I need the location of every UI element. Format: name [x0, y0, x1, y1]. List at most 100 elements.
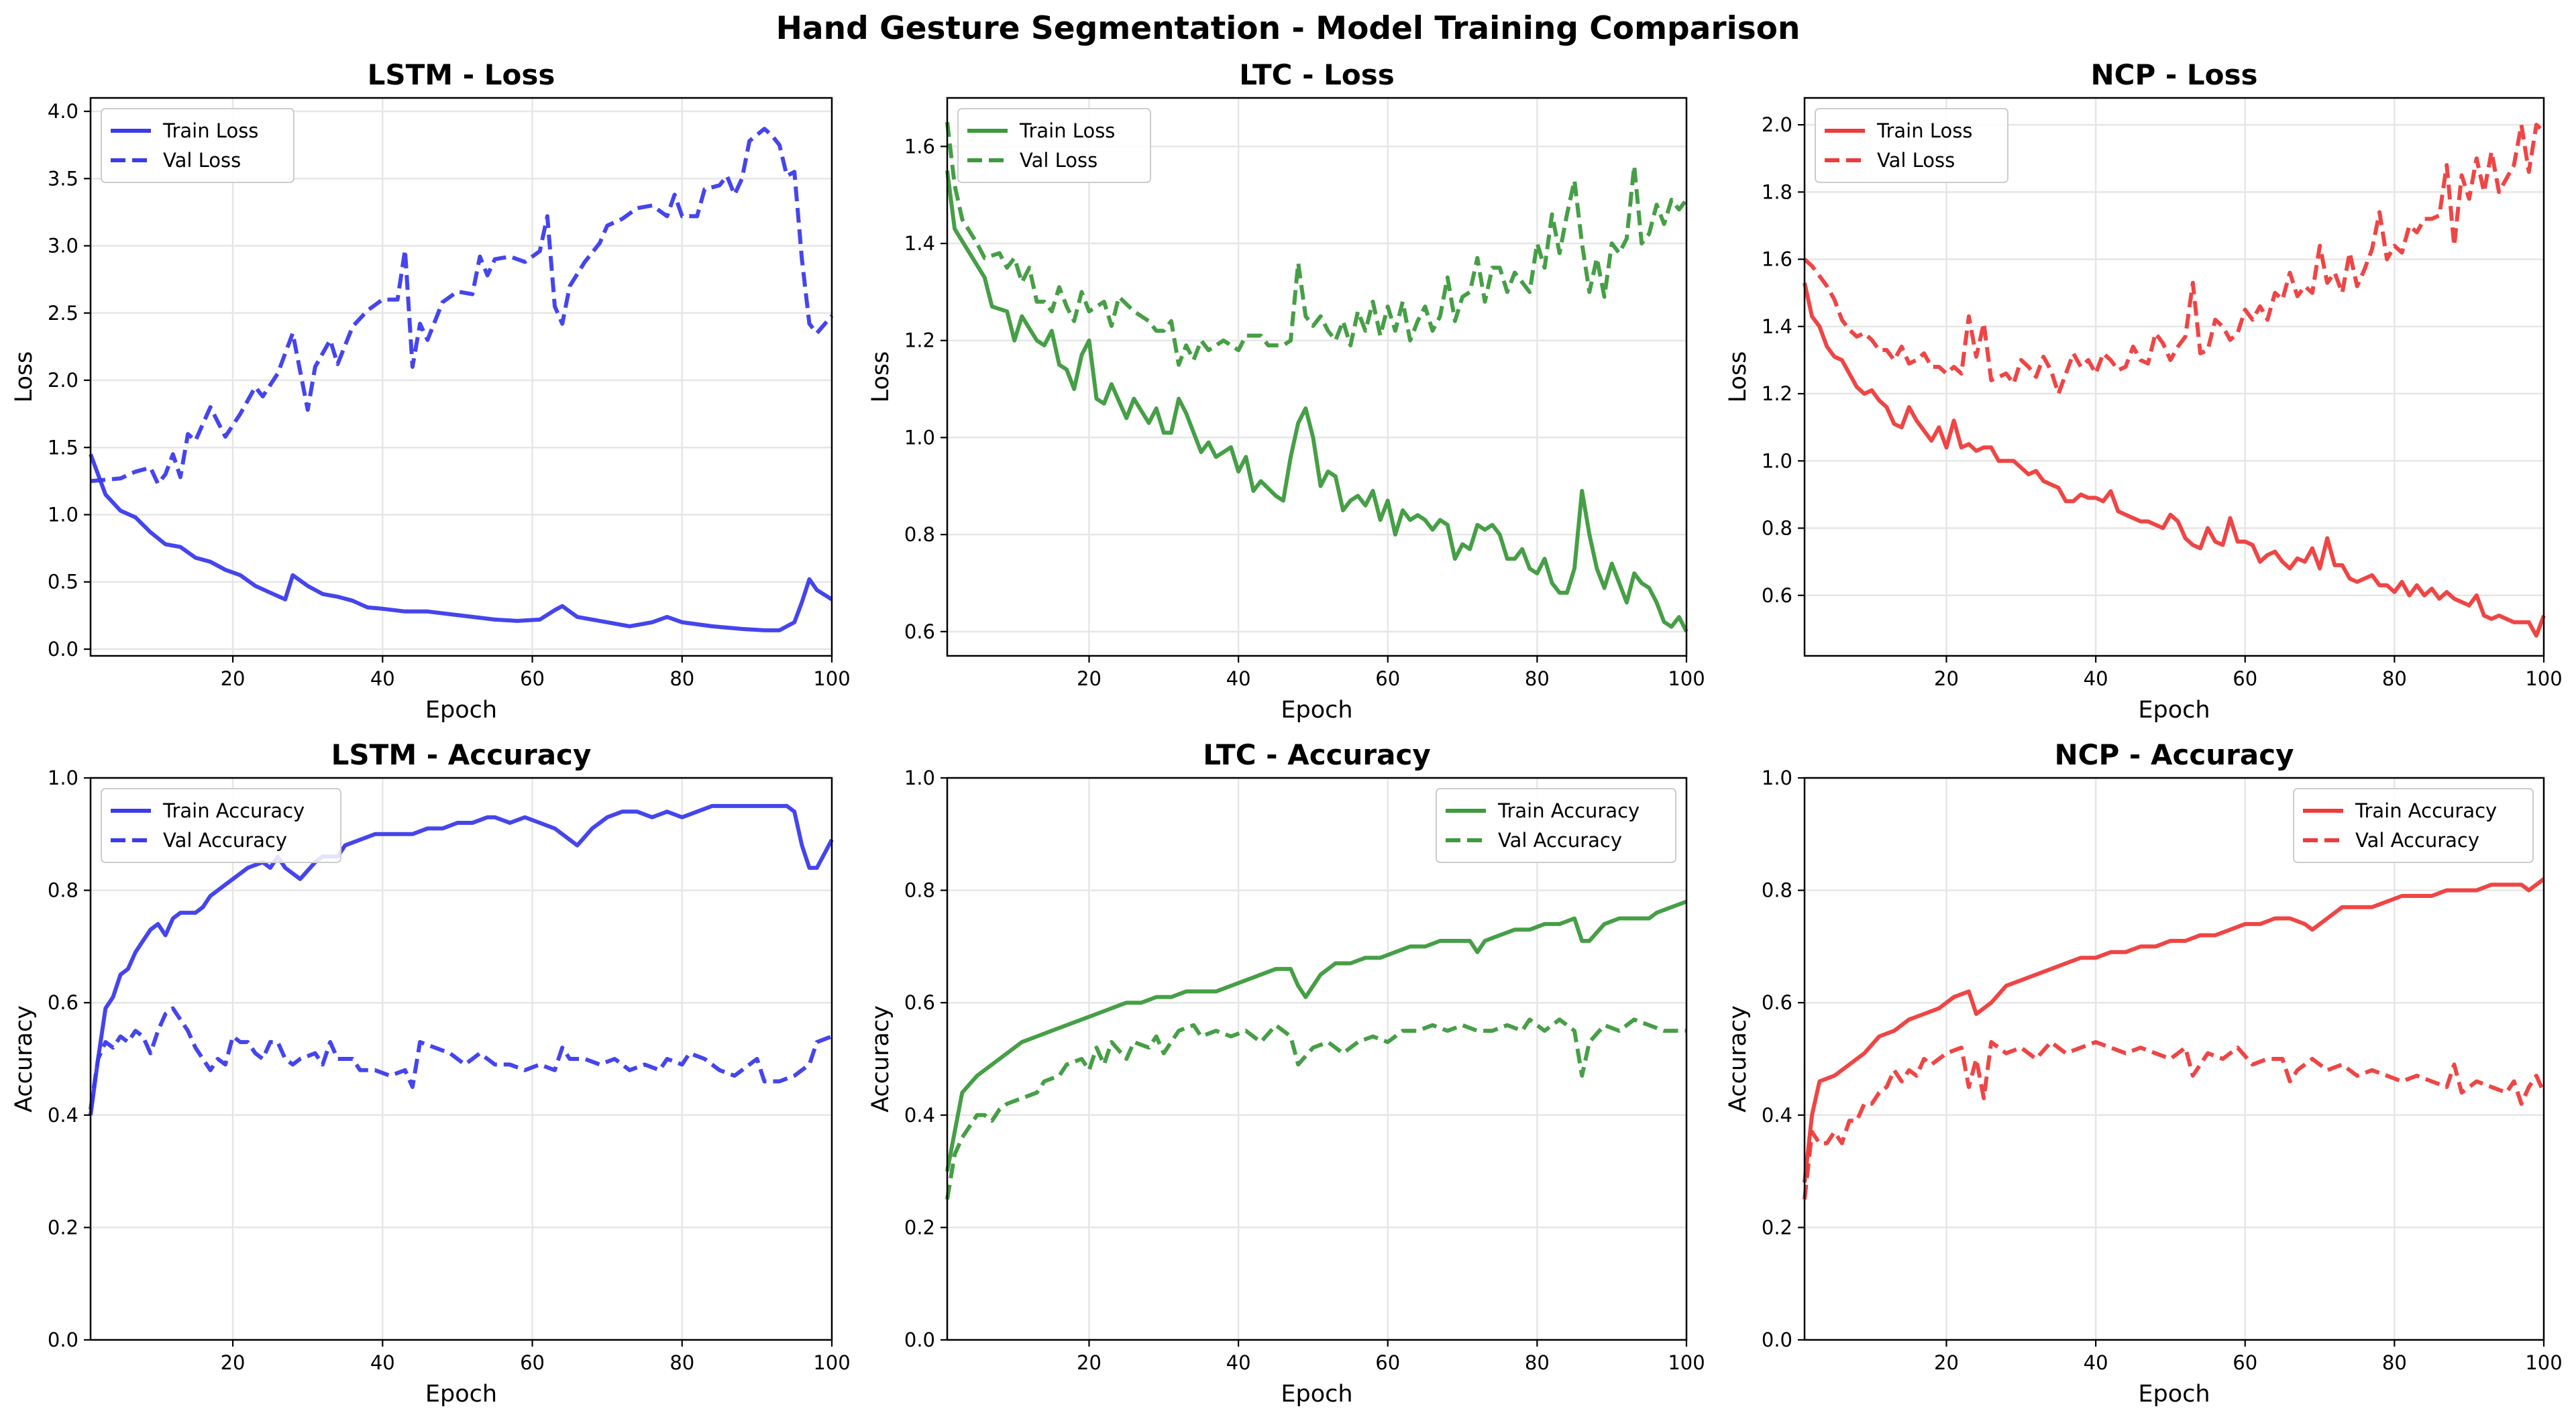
- chart-title: NCP - Loss: [2090, 58, 2257, 91]
- y-tick-label: 1.5: [48, 436, 78, 459]
- legend: Train Accuracy Val Accuracy: [101, 788, 341, 863]
- y-tick-label: 1.0: [1762, 449, 1792, 472]
- legend-label: Train Loss: [162, 119, 258, 142]
- y-tick-label: 0.4: [48, 1104, 78, 1127]
- legend-label: Train Loss: [1876, 119, 1972, 142]
- y-tick-label: 0.8: [48, 879, 78, 902]
- series-line-train: [945, 899, 1688, 1172]
- x-tick-label: 80: [1525, 1351, 1550, 1374]
- legend-box: [1436, 788, 1676, 863]
- series-line-train: [89, 803, 834, 1116]
- chart-panel-1: 20 40 60 80 100 0.0 0.5 1.0 1.5 2.0 2.5 3.0 3.5 4.0 LS…: [11, 58, 851, 724]
- x-tick-label: 60: [520, 667, 545, 690]
- x-tick-label: 60: [1375, 1351, 1400, 1374]
- legend: Train Accuracy Val Accuracy: [1436, 788, 1676, 863]
- chart-panel-6: 20 40 60 80 100 0.0 0.2 0.4 0.6 0.8 1.0 NCP - Accur…: [1725, 738, 2563, 1408]
- y-tick-label: 0.6: [904, 620, 935, 643]
- y-axis-label: Accuracy: [867, 1005, 894, 1113]
- x-tick-label: 80: [2382, 1351, 2407, 1374]
- legend: Train Loss Val Loss: [101, 108, 294, 183]
- legend-label: Val Accuracy: [2355, 829, 2479, 852]
- x-tick-label: 20: [1077, 667, 1102, 690]
- y-tick-label: 1.8: [1762, 180, 1792, 203]
- chart-title: LSTM - Loss: [368, 58, 555, 91]
- x-tick-label: 80: [2382, 667, 2407, 690]
- x-tick-label: 40: [370, 1351, 395, 1374]
- legend-box: [1815, 108, 2008, 183]
- legend-label: Train Accuracy: [2355, 799, 2497, 822]
- x-tick-label: 20: [1934, 667, 1959, 690]
- y-tick-label: 3.0: [48, 235, 78, 258]
- y-tick-label: 0.6: [48, 991, 78, 1014]
- y-tick-label: 0.6: [904, 991, 935, 1014]
- legend-box: [2293, 788, 2534, 863]
- y-tick-label: 1.2: [1762, 382, 1792, 405]
- y-tick-label: 0.0: [48, 638, 78, 661]
- y-tick-label: 0.6: [1762, 991, 1792, 1014]
- y-tick-label: 0.8: [1762, 879, 1792, 902]
- series-line-val: [1803, 1039, 2546, 1200]
- x-tick-label: 100: [2525, 667, 2562, 690]
- x-axis-label: Epoch: [1281, 1381, 1352, 1408]
- x-tick-label: 20: [221, 667, 246, 690]
- legend-label: Val Loss: [1020, 149, 1097, 172]
- legend-box: [957, 108, 1151, 183]
- y-tick-label: 3.5: [48, 167, 78, 190]
- x-tick-label: 40: [1226, 667, 1251, 690]
- chart-title: LSTM - Accuracy: [331, 738, 592, 771]
- chart-panel-4: 20 40 60 80 100 0.0 0.2 0.4 0.6 0.8 1.0 LSTM - Accu…: [11, 738, 851, 1408]
- x-tick-label: 100: [813, 1351, 850, 1374]
- x-tick-label: 60: [520, 1351, 545, 1374]
- x-tick-label: 20: [1077, 1351, 1102, 1374]
- y-axis-label: Accuracy: [11, 1005, 38, 1113]
- y-tick-label: 0.4: [1762, 1104, 1792, 1127]
- chart-panel-5: 20 40 60 80 100 0.0 0.2 0.4 0.6 0.8 1.0 LTC - Accur…: [867, 738, 1705, 1408]
- x-tick-label: 100: [1668, 1351, 1705, 1374]
- x-tick-label: 100: [1668, 667, 1705, 690]
- x-tick-label: 40: [1226, 1351, 1251, 1374]
- y-tick-label: 0.2: [904, 1216, 935, 1239]
- x-tick-label: 80: [669, 1351, 694, 1374]
- x-tick-label: 100: [813, 667, 850, 690]
- y-axis-label: Accuracy: [1725, 1005, 1752, 1113]
- series-line-train: [945, 170, 1688, 633]
- legend-label: Val Accuracy: [1498, 829, 1622, 852]
- y-tick-label: 1.2: [904, 329, 935, 352]
- y-tick-label: 2.0: [1762, 113, 1792, 136]
- legend: Train Loss Val Loss: [957, 108, 1151, 183]
- legend: Train Loss Val Loss: [1815, 108, 2008, 183]
- plot-frame: [946, 97, 1688, 657]
- series-line-val: [945, 1017, 1686, 1200]
- plot-frame: [89, 97, 833, 657]
- chart-title: LTC - Loss: [1239, 58, 1395, 91]
- y-tick-label: 0.2: [48, 1216, 78, 1239]
- y-tick-label: 0.6: [1762, 584, 1792, 607]
- x-axis-label: Epoch: [425, 1381, 497, 1408]
- y-axis-label: Loss: [867, 351, 894, 403]
- legend-label: Train Accuracy: [1497, 799, 1640, 822]
- legend-box: [101, 788, 341, 863]
- y-tick-label: 0.8: [1762, 517, 1792, 540]
- legend-label: Val Accuracy: [163, 829, 287, 852]
- series-line-train: [1803, 877, 2545, 1183]
- y-tick-label: 1.0: [904, 426, 935, 449]
- y-tick-label: 1.6: [904, 135, 935, 158]
- y-tick-label: 2.0: [48, 369, 78, 392]
- legend-label: Train Loss: [1019, 119, 1115, 142]
- y-axis-label: Loss: [1725, 351, 1752, 403]
- y-tick-label: 2.5: [48, 302, 78, 325]
- series-line-val: [945, 121, 1688, 367]
- x-axis-label: Epoch: [2138, 697, 2210, 724]
- y-tick-label: 0.0: [48, 1328, 78, 1351]
- series-line-val: [89, 1006, 833, 1110]
- y-tick-label: 0.0: [1762, 1328, 1792, 1351]
- x-axis-label: Epoch: [1281, 697, 1352, 724]
- series-line-train: [89, 453, 833, 632]
- y-tick-label: 1.0: [48, 767, 78, 789]
- x-axis-label: Epoch: [2138, 1381, 2210, 1408]
- chart-panel-3: 20 40 60 80 100 0.6 0.8 1.0 1.2 1.4 1.6 1.8 2.0 NCP -…: [1725, 58, 2563, 724]
- x-tick-label: 60: [2233, 1351, 2257, 1374]
- series-line-val: [1803, 123, 2546, 396]
- x-axis-label: Epoch: [425, 697, 497, 724]
